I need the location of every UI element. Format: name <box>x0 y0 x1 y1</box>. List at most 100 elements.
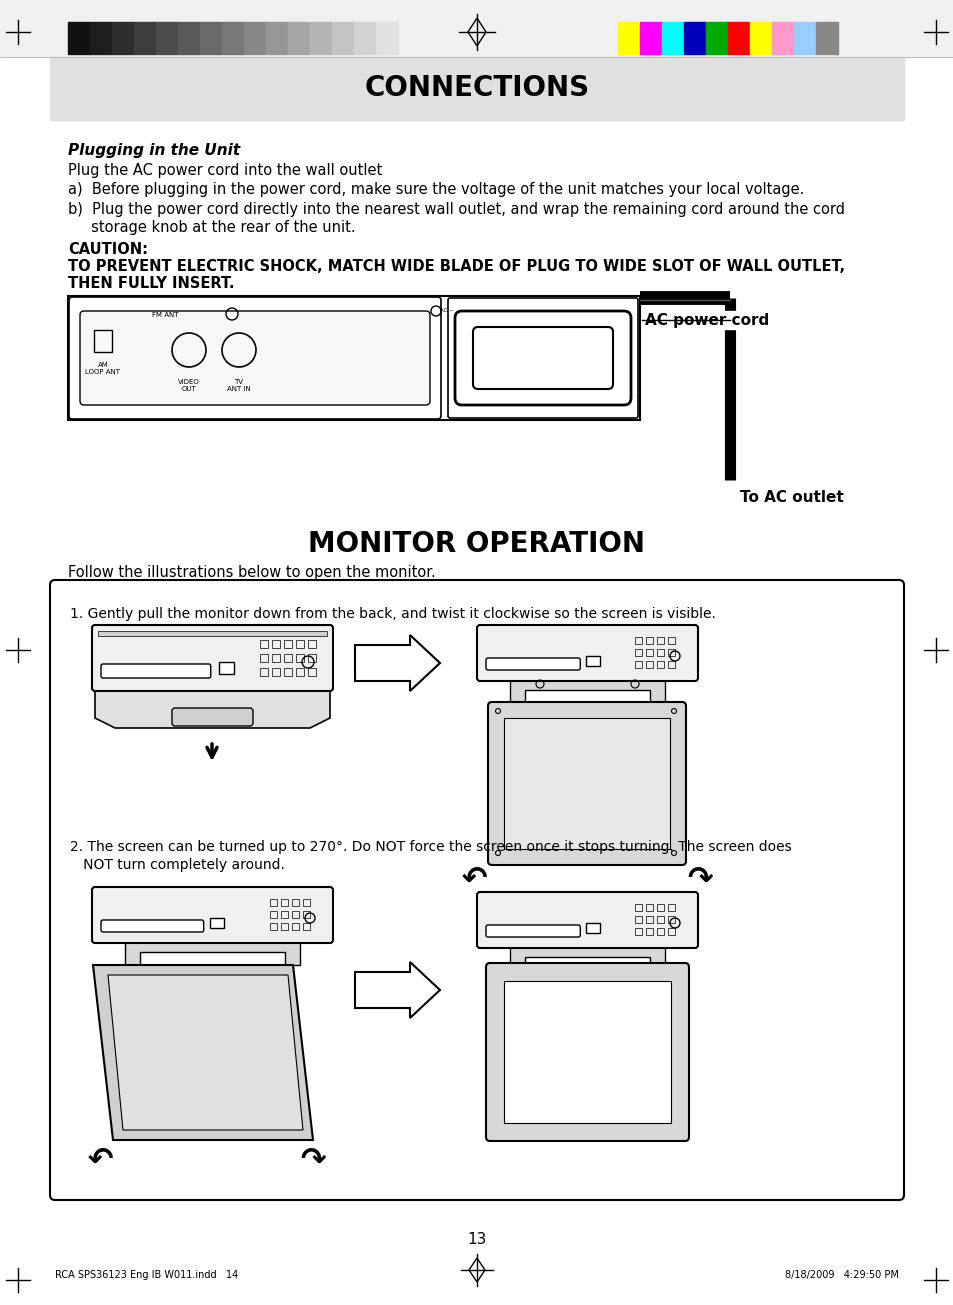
FancyBboxPatch shape <box>476 625 698 681</box>
Text: 1. Gently pull the monitor down from the back, and twist it clockwise so the scr: 1. Gently pull the monitor down from the… <box>70 607 715 621</box>
Bar <box>705 22 727 54</box>
Bar <box>270 911 276 917</box>
Bar <box>308 654 315 662</box>
Bar <box>303 923 310 930</box>
Bar <box>667 662 675 668</box>
Bar <box>244 22 266 54</box>
Text: RCA SPS36123 Eng IB W011.indd   14: RCA SPS36123 Eng IB W011.indd 14 <box>55 1270 238 1280</box>
FancyBboxPatch shape <box>101 920 204 932</box>
Bar <box>793 22 815 54</box>
Text: CONNECTIONS: CONNECTIONS <box>364 74 589 103</box>
Text: MONITOR OPERATION: MONITOR OPERATION <box>308 530 645 559</box>
Bar <box>272 639 280 649</box>
Polygon shape <box>355 636 439 692</box>
Text: TO PREVENT ELECTRIC SHOCK, MATCH WIDE BLADE OF PLUG TO WIDE SLOT OF WALL OUTLET,: TO PREVENT ELECTRIC SHOCK, MATCH WIDE BL… <box>68 258 844 274</box>
Bar <box>270 923 276 930</box>
FancyBboxPatch shape <box>80 311 430 405</box>
Bar <box>156 22 178 54</box>
Bar <box>308 639 315 649</box>
Bar <box>667 904 675 911</box>
Polygon shape <box>355 962 439 1018</box>
Text: AM
LOOP ANT: AM LOOP ANT <box>86 361 120 375</box>
Bar <box>0 0 953 57</box>
Bar <box>210 917 223 928</box>
Bar <box>303 899 310 906</box>
Bar <box>178 22 200 54</box>
FancyBboxPatch shape <box>485 925 579 937</box>
FancyBboxPatch shape <box>91 625 333 692</box>
Bar <box>635 904 641 911</box>
Polygon shape <box>510 945 664 967</box>
Bar <box>815 22 837 54</box>
Bar <box>266 22 288 54</box>
Polygon shape <box>92 964 313 1141</box>
Bar <box>657 662 663 668</box>
Bar <box>133 22 156 54</box>
Bar <box>683 22 705 54</box>
Bar <box>68 296 639 420</box>
Text: ↶: ↶ <box>461 864 486 894</box>
Bar <box>98 632 327 636</box>
Bar <box>310 22 332 54</box>
Bar <box>292 911 298 917</box>
FancyBboxPatch shape <box>485 658 579 669</box>
Text: AC ~: AC ~ <box>439 308 454 313</box>
FancyBboxPatch shape <box>485 963 688 1141</box>
Text: AC power cord: AC power cord <box>644 312 768 328</box>
Bar <box>657 904 663 911</box>
Bar <box>645 904 652 911</box>
Text: NOT turn completely around.: NOT turn completely around. <box>70 857 285 872</box>
Bar <box>260 654 268 662</box>
Bar <box>90 22 112 54</box>
Polygon shape <box>95 688 330 728</box>
Bar <box>303 911 310 917</box>
Polygon shape <box>510 679 664 706</box>
Bar <box>288 22 310 54</box>
Text: b)  Plug the power cord directly into the nearest wall outlet, and wrap the rema: b) Plug the power cord directly into the… <box>68 202 844 217</box>
Bar <box>657 637 663 643</box>
Text: Plug the AC power cord into the wall outlet: Plug the AC power cord into the wall out… <box>68 163 382 177</box>
Text: ↷: ↷ <box>686 864 712 894</box>
Bar <box>284 668 292 676</box>
Bar <box>284 654 292 662</box>
Text: FM ANT: FM ANT <box>152 312 178 318</box>
Bar <box>667 916 675 923</box>
Bar <box>260 639 268 649</box>
Bar <box>503 718 669 850</box>
Text: Plugging in the Unit: Plugging in the Unit <box>68 144 240 158</box>
Bar <box>645 928 652 934</box>
FancyBboxPatch shape <box>91 887 333 944</box>
Bar <box>375 22 397 54</box>
Bar <box>635 928 641 934</box>
Bar <box>727 22 749 54</box>
Bar <box>635 649 641 656</box>
FancyBboxPatch shape <box>476 893 698 947</box>
Bar <box>645 649 652 656</box>
Bar <box>586 923 599 933</box>
Bar <box>645 637 652 643</box>
Bar <box>657 916 663 923</box>
Bar <box>281 899 288 906</box>
Bar <box>771 22 793 54</box>
Bar <box>667 649 675 656</box>
Bar <box>270 899 276 906</box>
Bar <box>200 22 222 54</box>
Bar <box>292 923 298 930</box>
FancyBboxPatch shape <box>172 709 253 726</box>
Bar <box>281 923 288 930</box>
Bar <box>635 916 641 923</box>
Text: ↷: ↷ <box>300 1146 325 1174</box>
Bar <box>295 668 304 676</box>
Bar <box>645 662 652 668</box>
Bar <box>218 662 233 673</box>
Bar <box>667 928 675 934</box>
Bar <box>645 916 652 923</box>
Bar <box>586 656 599 666</box>
Text: THEN FULLY INSERT.: THEN FULLY INSERT. <box>68 275 234 291</box>
Text: a)  Before plugging in the power cord, make sure the voltage of the unit matches: a) Before plugging in the power cord, ma… <box>68 181 803 197</box>
Text: Follow the illustrations below to open the monitor.: Follow the illustrations below to open t… <box>68 565 436 579</box>
Bar <box>749 22 771 54</box>
Bar <box>635 662 641 668</box>
FancyBboxPatch shape <box>488 702 685 865</box>
Bar <box>618 22 639 54</box>
